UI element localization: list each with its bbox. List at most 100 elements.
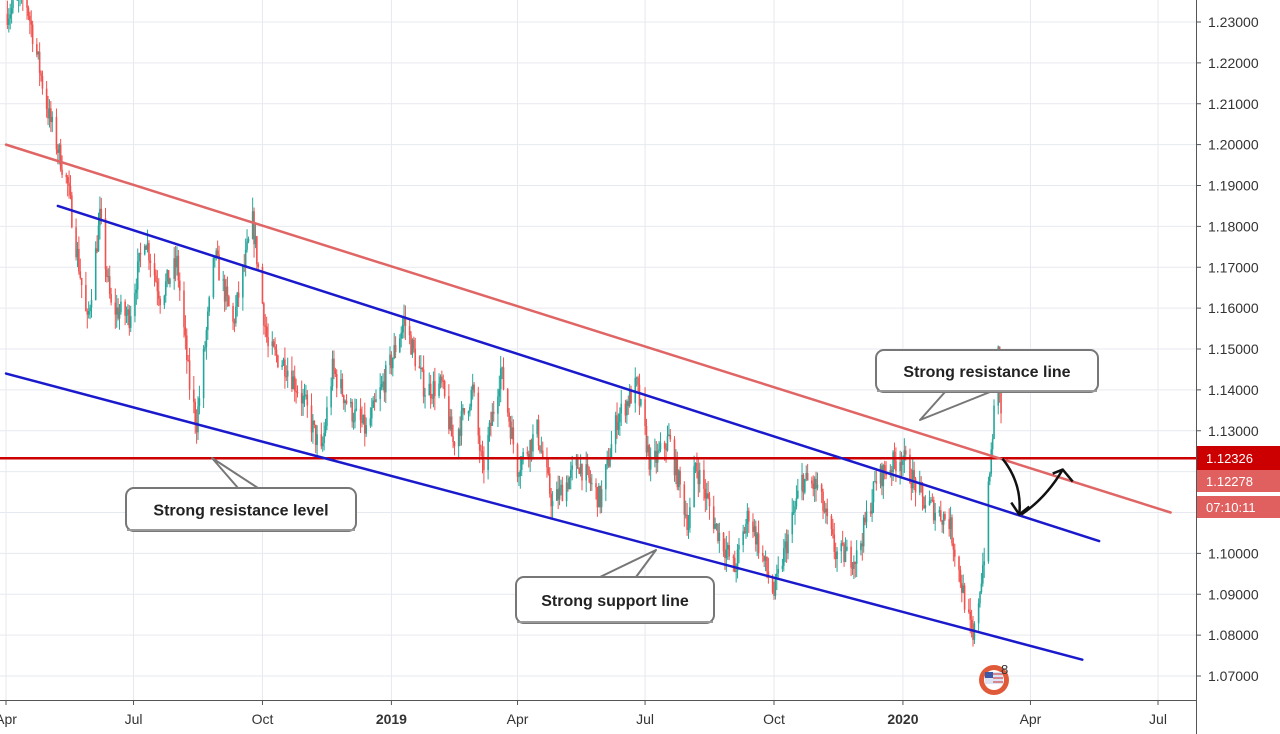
- candle-body-207: [411, 339, 414, 355]
- candle-body-423: [834, 551, 837, 560]
- candle-body-0: [6, 13, 9, 25]
- candle-body-442: [872, 481, 875, 503]
- candle-body-334: [659, 442, 662, 450]
- candle-body-184: [365, 425, 367, 434]
- candle-body-239: [473, 384, 475, 393]
- candle-body-241: [478, 435, 481, 451]
- candle-body-64: [129, 316, 132, 328]
- candle-body-417: [823, 510, 826, 513]
- candle-body-499: [983, 561, 986, 566]
- candle-body-27: [58, 144, 61, 153]
- candle-body-282: [558, 487, 561, 500]
- candle-body-206: [410, 335, 412, 355]
- candle-body-371: [733, 557, 736, 572]
- candle-body-231: [459, 429, 461, 436]
- candle-body-288: [569, 469, 572, 478]
- candle-body-460: [909, 454, 911, 483]
- candle-body-218: [432, 381, 435, 399]
- candle-body-501: [989, 473, 991, 482]
- candle-body-248: [491, 411, 494, 426]
- candle-body-258: [511, 427, 513, 439]
- candle-body-482: [951, 517, 953, 544]
- candle-body-86: [174, 258, 177, 268]
- candle-body-61: [125, 314, 128, 316]
- economic-event-badge[interactable]: 8: [979, 662, 1009, 695]
- callout-resistance-line-tail: [919, 391, 991, 421]
- candle-body-67: [136, 261, 139, 290]
- candle-body-131: [263, 303, 265, 326]
- candle-body-202: [401, 324, 404, 333]
- candle-body-247: [490, 422, 492, 426]
- candle-body-440: [869, 511, 872, 514]
- candle-body-383: [756, 533, 758, 545]
- candle-body-42: [87, 311, 90, 315]
- flag-canton-icon: [985, 672, 993, 678]
- candle-body-65: [134, 293, 136, 317]
- candle-body-356: [704, 488, 707, 499]
- candle-body-181: [361, 420, 363, 424]
- candle-body-259: [512, 427, 515, 445]
- candle-body-489: [963, 585, 966, 610]
- candle-body-216: [429, 383, 432, 398]
- candle-body-16: [37, 51, 40, 55]
- candle-body-66: [135, 289, 138, 294]
- candle-body-275: [546, 457, 548, 468]
- candle-body-433: [854, 561, 857, 564]
- candle-body-278: [550, 493, 552, 507]
- candle-body-361: [714, 524, 716, 529]
- candle-body-217: [431, 397, 433, 399]
- candle-body-318: [628, 389, 631, 407]
- candle-body-437: [862, 517, 865, 547]
- candle-body-96: [194, 402, 196, 423]
- candle-body-107: [215, 250, 218, 258]
- candle-body-286: [567, 482, 569, 490]
- candle-body-52: [107, 276, 110, 278]
- candle-body-355: [703, 469, 705, 489]
- callout-support-line-text: Strong support line: [541, 593, 689, 610]
- candle-body-372: [735, 570, 737, 572]
- candle-body-157: [313, 420, 316, 425]
- candle-body-459: [904, 450, 907, 455]
- candle-body-162: [323, 432, 325, 444]
- candle-body-221: [439, 376, 442, 384]
- candle-body-87: [176, 255, 178, 268]
- candle-body-312: [617, 422, 620, 430]
- y-tick-label-16: 1.07000: [1208, 668, 1259, 684]
- x-tick-label-5: Jul: [636, 711, 654, 727]
- candle-body-297: [588, 467, 590, 478]
- candle-body-100: [202, 348, 205, 399]
- candle-body-260: [516, 444, 519, 477]
- candle-body-351: [694, 462, 697, 467]
- candle-body-163: [324, 425, 327, 433]
- candle-body-394: [777, 568, 780, 574]
- candle-body-190: [379, 387, 381, 400]
- candle-body-267: [529, 440, 531, 459]
- candle-body-419: [826, 508, 829, 517]
- candle-body-379: [747, 510, 750, 522]
- candle-body-264: [522, 452, 524, 459]
- candle-body-170: [340, 379, 342, 389]
- candle-body-11: [27, 7, 30, 16]
- callouts: Strong resistance line Strong resistance …: [125, 349, 1099, 624]
- candle-body-426: [841, 543, 844, 545]
- candle-body-454: [895, 460, 897, 471]
- candle-body-360: [712, 506, 715, 529]
- candle-body-110: [222, 279, 225, 281]
- candle-body-341: [675, 457, 677, 476]
- candle-body-479: [944, 514, 946, 520]
- candle-body-326: [645, 426, 648, 453]
- candle-body-147: [293, 376, 296, 391]
- candle-body-421: [832, 528, 834, 535]
- candle-body-486: [959, 569, 962, 584]
- candle-body-291: [576, 459, 579, 469]
- candle-body-305: [605, 464, 607, 490]
- candle-body-380: [752, 521, 754, 532]
- candle-body-24: [51, 116, 54, 123]
- candle-body-475: [938, 510, 941, 513]
- candle-body-405: [801, 474, 803, 491]
- forecast-up-curve: [1020, 468, 1064, 516]
- candle-body-94: [188, 360, 191, 390]
- candle-body-277: [548, 473, 551, 494]
- candle-body-350: [693, 466, 695, 508]
